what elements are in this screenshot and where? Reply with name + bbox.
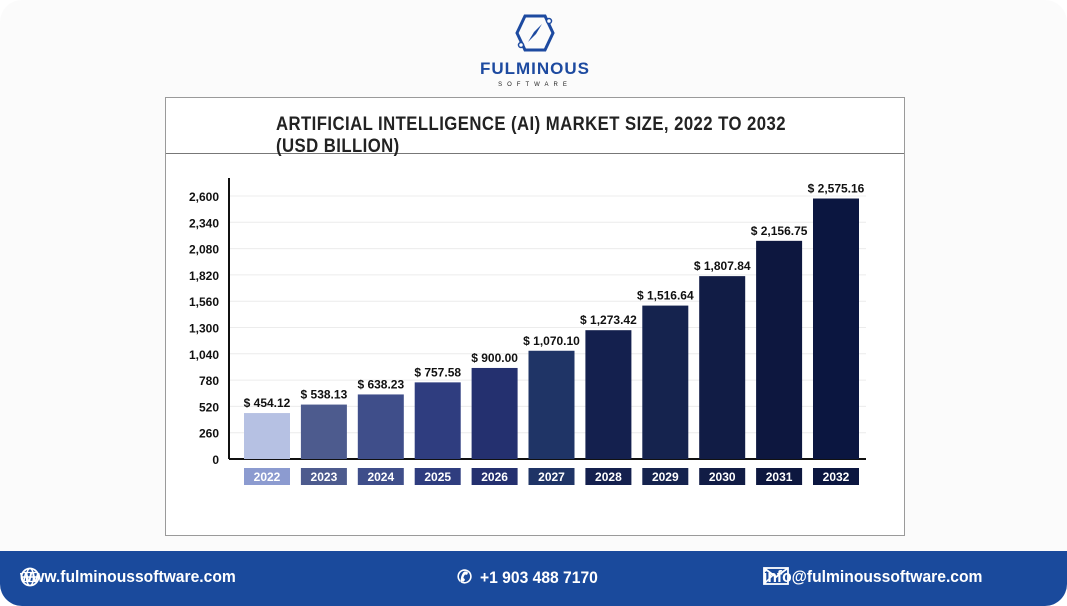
y-tick-label: 2,080 <box>189 243 219 257</box>
y-tick-label: 520 <box>199 400 219 414</box>
bar-2031 <box>756 240 803 459</box>
y-tick-label: 1,300 <box>189 322 219 336</box>
x-tick-label: 2025 <box>424 470 451 484</box>
bar-2023 <box>300 404 347 459</box>
website-link[interactable]: www.fulminoussoftware.com <box>20 567 236 586</box>
y-tick-label: 2,340 <box>189 216 219 230</box>
data-label: $ 2,156.75 <box>751 224 808 238</box>
data-label: $ 1,807.84 <box>694 259 751 273</box>
y-tick-label: 0 <box>212 453 219 467</box>
x-tick-label: 2027 <box>538 470 565 484</box>
x-label-box <box>528 468 575 485</box>
data-label: $ 757.58 <box>414 365 461 379</box>
bar-2029 <box>642 305 689 459</box>
envelope-icon <box>763 567 789 585</box>
data-label: $ 538.13 <box>301 388 348 402</box>
phone-number[interactable]: +1 903 488 7170 <box>480 567 598 587</box>
bar-2025 <box>414 382 461 459</box>
bar-2030 <box>699 276 746 459</box>
data-label: $ 1,273.42 <box>580 313 637 327</box>
x-tick-label: 2031 <box>766 470 793 484</box>
bar-2022 <box>244 413 290 459</box>
y-tick-label: 260 <box>199 427 219 441</box>
x-label-box <box>813 468 859 485</box>
x-tick-label: 2028 <box>595 470 622 484</box>
email-link[interactable]: info@fulminoussoftware.com <box>763 567 983 586</box>
chart-title: ARTIFICIAL INTELLIGENCE (AI) MARKET SIZE… <box>276 114 786 157</box>
bar-2024 <box>357 394 404 459</box>
data-label: $ 1,516.64 <box>637 289 694 303</box>
x-label-box <box>414 468 461 485</box>
phone-icon: ✆ <box>457 567 473 587</box>
bar-2027 <box>528 350 575 459</box>
data-label: $ 2,575.16 <box>808 182 865 196</box>
x-label-box <box>471 468 518 485</box>
data-label: $ 1,070.10 <box>523 334 580 348</box>
y-tick-label: 2,600 <box>189 190 219 204</box>
x-label-box <box>357 468 404 485</box>
x-tick-label: 2030 <box>709 470 736 484</box>
x-label-box <box>585 468 632 485</box>
x-tick-label: 2026 <box>481 470 508 484</box>
data-label: $ 900.00 <box>471 351 518 365</box>
bar-2026 <box>471 367 518 459</box>
y-tick-label: 780 <box>199 374 219 388</box>
x-tick-label: 2023 <box>311 470 338 484</box>
data-label: $ 454.12 <box>244 396 291 410</box>
x-label-box <box>756 468 803 485</box>
x-tick-label: 2022 <box>254 470 281 484</box>
y-tick-label: 1,040 <box>189 348 219 362</box>
x-tick-label: 2024 <box>367 470 394 484</box>
logo-hexagon-icon <box>515 14 555 52</box>
globe-icon <box>20 567 40 587</box>
x-label-box <box>642 468 689 485</box>
x-label-box <box>244 468 290 485</box>
footer: www.fulminoussoftware.com ✆ +1 903 488 7… <box>0 551 1067 606</box>
logo-tagline: SOFTWARE <box>498 82 572 88</box>
footer-phone[interactable]: ✆ +1 903 488 7170 <box>457 567 608 588</box>
data-label: $ 638.23 <box>357 377 404 391</box>
logo: FULMINOUS SOFTWARE <box>470 12 600 88</box>
footer-website[interactable]: www.fulminoussoftware.com <box>20 567 255 587</box>
x-tick-label: 2029 <box>652 470 679 484</box>
y-tick-label: 1,560 <box>189 295 219 309</box>
bar-2032 <box>813 198 859 459</box>
footer-email[interactable]: info@fulminoussoftware.com <box>763 567 1002 587</box>
x-label-box <box>300 468 347 485</box>
chart-title-bar: ARTIFICIAL INTELLIGENCE (AI) MARKET SIZE… <box>166 98 904 157</box>
y-tick-label: 1,820 <box>189 269 219 283</box>
bar-chart: 0 260 520 780 1,040 1,300 1,560 1,820 2,080 2,340… <box>189 178 866 485</box>
chart-card: ARTIFICIAL INTELLIGENCE (AI) MARKET SIZE… <box>165 97 905 536</box>
bar-2028 <box>585 330 632 459</box>
x-label-box <box>699 468 746 485</box>
logo-name: FULMINOUS <box>479 59 591 78</box>
x-tick-label: 2032 <box>823 470 850 484</box>
